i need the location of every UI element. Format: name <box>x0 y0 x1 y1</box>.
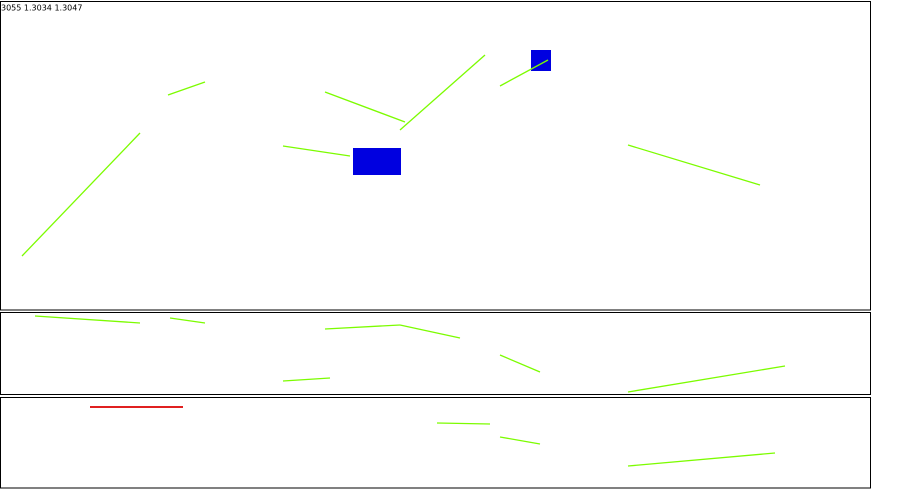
panel-frame <box>0 397 871 489</box>
axes-layer <box>0 1 871 489</box>
trend-line <box>282 145 351 157</box>
trend-line <box>169 317 206 324</box>
annotations <box>21 50 786 467</box>
trend-line <box>167 81 206 96</box>
trend-line <box>324 91 406 123</box>
panel-frame <box>0 1 871 311</box>
trend-line <box>627 365 786 393</box>
trend-line <box>436 422 491 425</box>
trend-line <box>627 452 776 467</box>
trend-line <box>627 144 761 186</box>
highlight-box <box>531 50 551 71</box>
trend-line <box>324 324 401 330</box>
chart-title: 3055 1.3034 1.3047 <box>1 4 82 13</box>
trend-line <box>499 354 541 373</box>
trend-line <box>499 59 549 87</box>
trend-line <box>399 324 461 339</box>
trend-line <box>21 132 141 257</box>
trend-line <box>282 377 331 382</box>
trend-line <box>399 54 486 131</box>
trend-line <box>34 315 141 324</box>
panel-frame <box>0 312 871 395</box>
highlight-box <box>353 148 401 175</box>
trend-line <box>499 436 541 445</box>
